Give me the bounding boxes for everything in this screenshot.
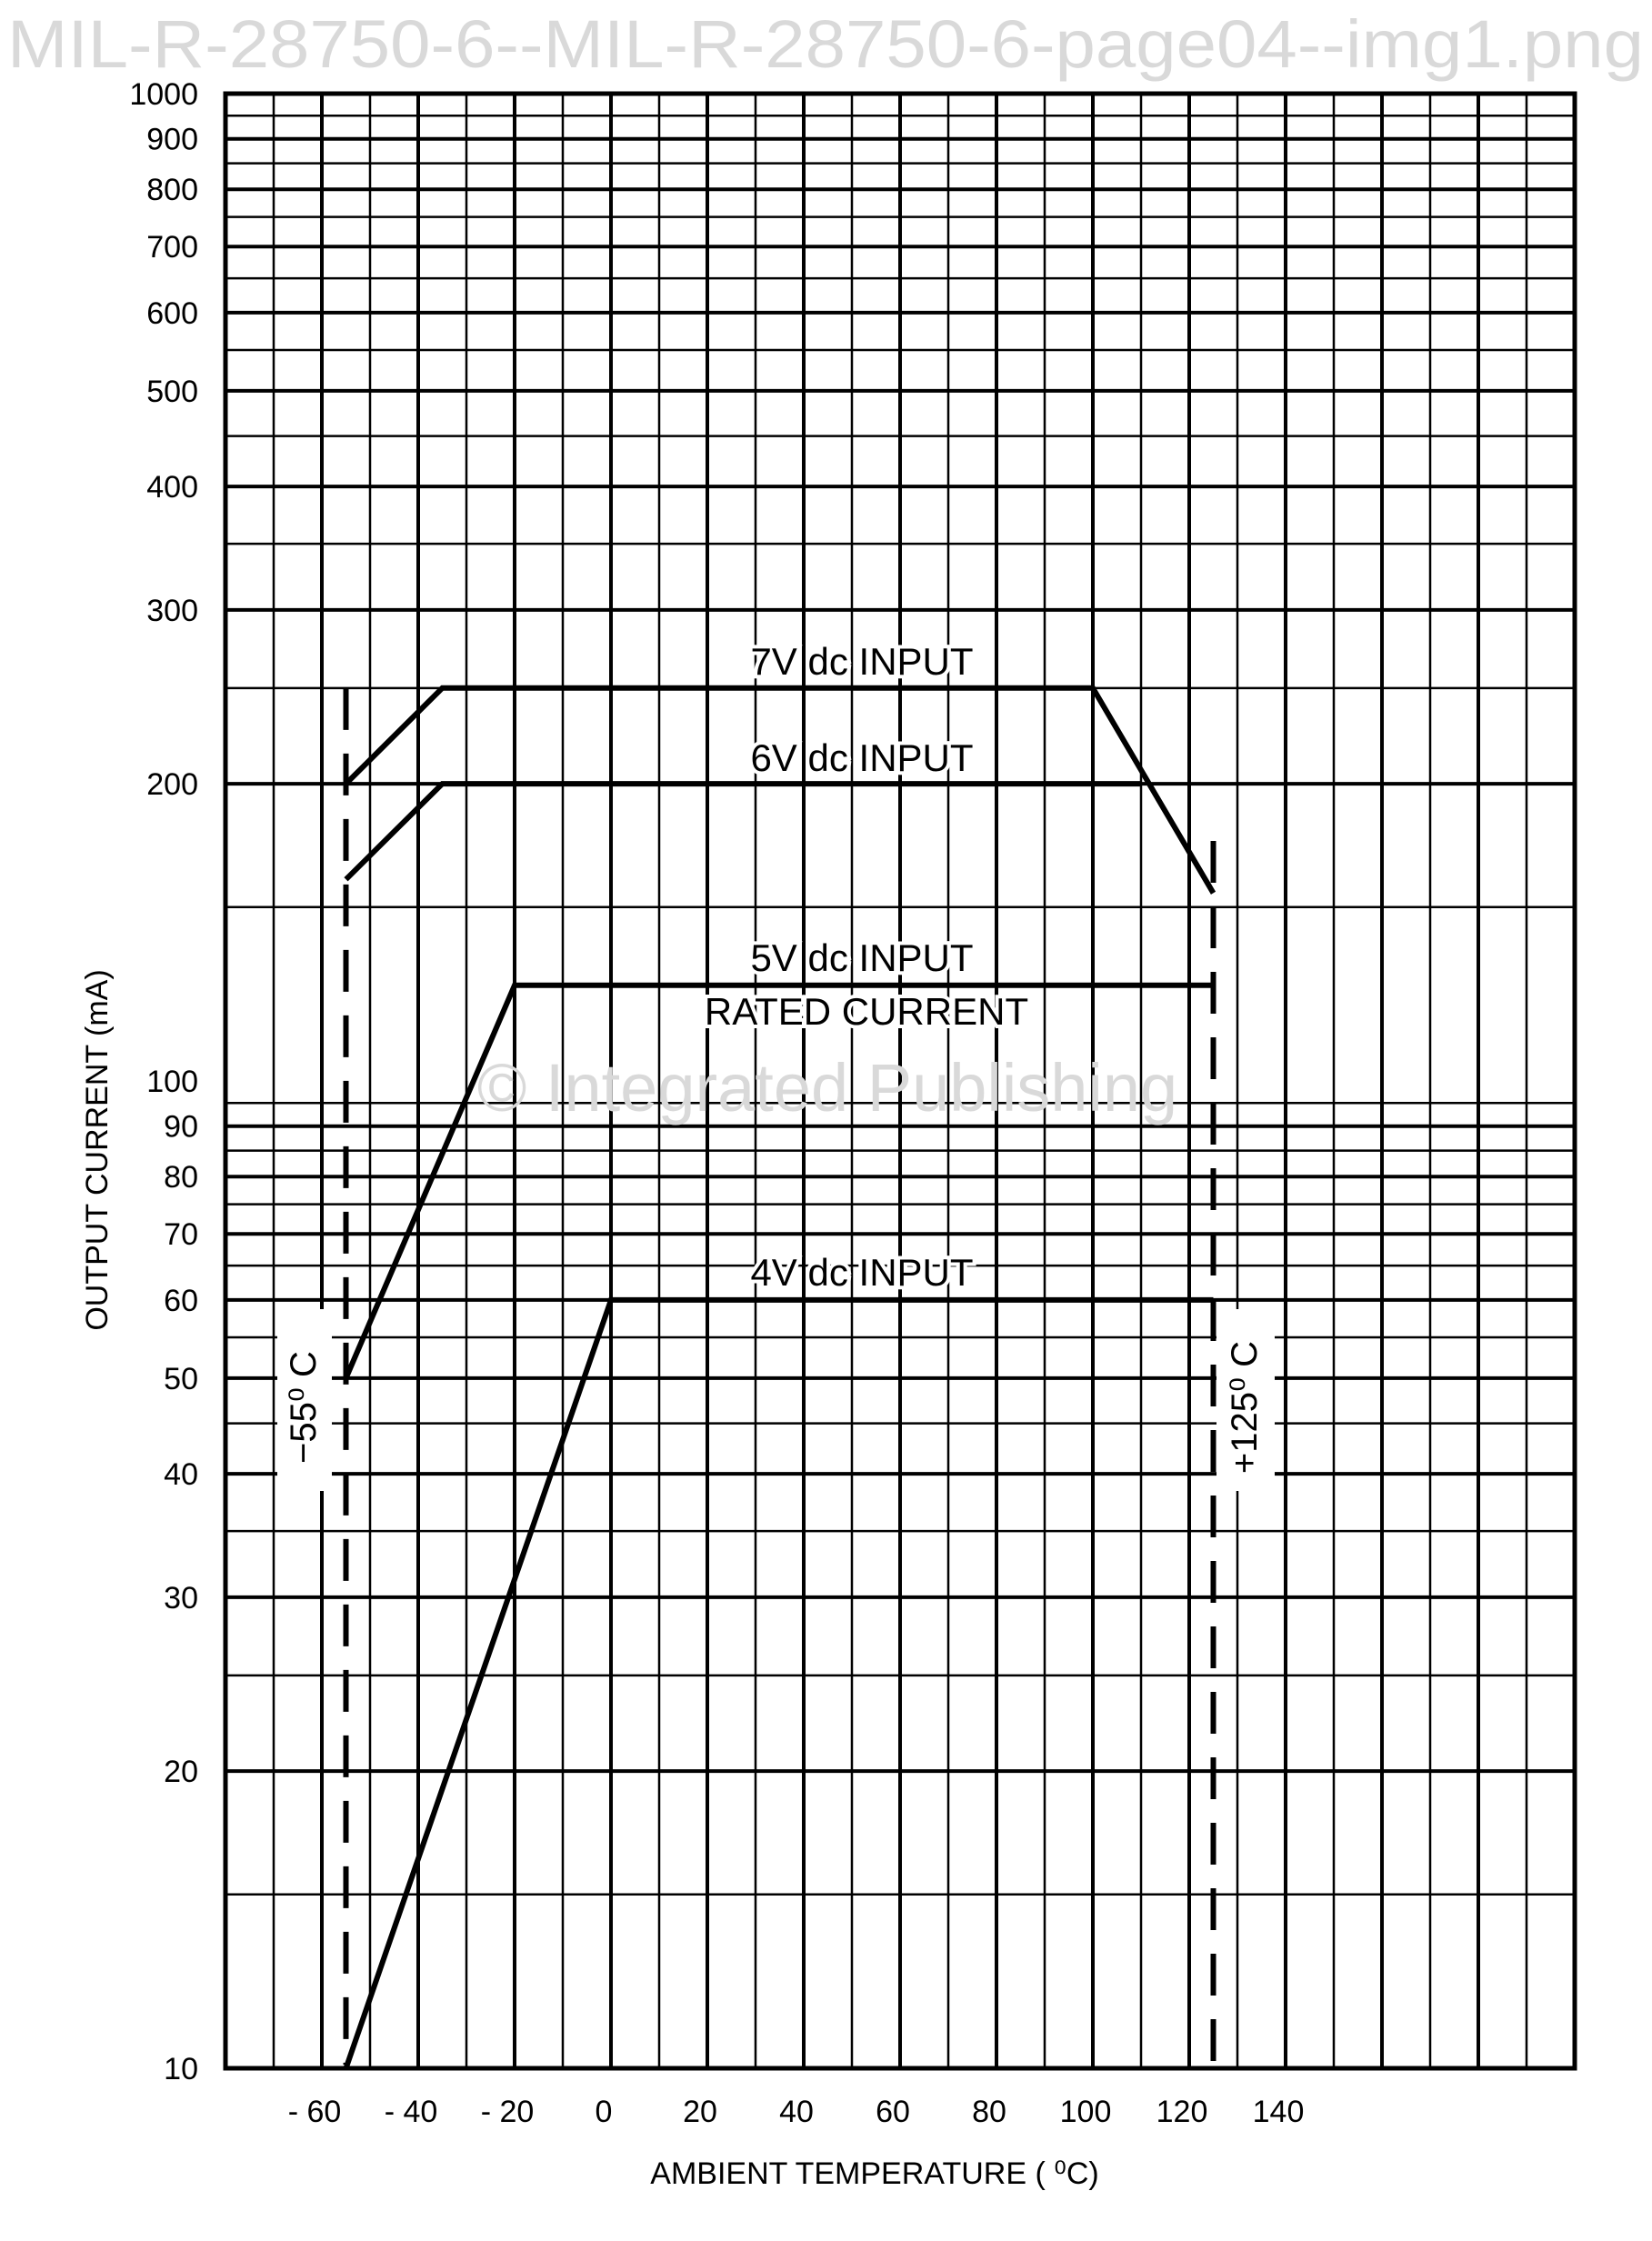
labels: 7V dc INPUT 6V dc INPUT 5V dc INPUT 4V dc I… bbox=[701, 636, 1032, 1297]
x-tick-label: 60 bbox=[876, 2095, 910, 2129]
series-line-4v bbox=[343, 1296, 1214, 2069]
limit-label: −55⁰ C bbox=[284, 1351, 324, 1464]
y-tick-label: 500 bbox=[146, 375, 198, 409]
y-tick-label: 800 bbox=[146, 173, 198, 207]
x-tick-label: 20 bbox=[683, 2095, 717, 2129]
temperature-limits: −55⁰ C +125⁰ C bbox=[277, 687, 1275, 2065]
limit-label: +125⁰ C bbox=[1225, 1341, 1265, 1474]
watermarks: © Integrated Publishing MIL-R-28750-6--M… bbox=[7, 6, 1644, 1126]
y-tick-label: 400 bbox=[146, 470, 198, 505]
series-label: 6V dc INPUT bbox=[750, 736, 973, 779]
y-tick-label: 20 bbox=[164, 1755, 198, 1789]
y-tick-label: 900 bbox=[146, 123, 198, 157]
y-tick-label: 600 bbox=[146, 296, 198, 331]
watermark-publisher: © Integrated Publishing bbox=[477, 1050, 1177, 1126]
grid bbox=[223, 91, 1577, 2071]
x-tick-label: 80 bbox=[972, 2095, 1006, 2129]
y-axis-title: OUTPUT CURRENT (mA) bbox=[80, 969, 115, 1330]
plot-border bbox=[223, 91, 1577, 2071]
y-tick-label: 70 bbox=[164, 1217, 198, 1252]
y-tick-label: 700 bbox=[146, 230, 198, 265]
y-tick-label: 50 bbox=[164, 1362, 198, 1396]
series-line-7v bbox=[344, 685, 1216, 895]
y-tick-label: 1000 bbox=[129, 77, 198, 112]
series-label: 7V dc INPUT bbox=[750, 640, 973, 683]
tick-labels: 1020304050607080901002003004005006007008… bbox=[129, 77, 1304, 2129]
x-tick-label: 100 bbox=[1060, 2095, 1112, 2129]
rated-current-label: RATED CURRENT bbox=[705, 990, 1028, 1033]
watermark-filename: MIL-R-28750-6--MIL-R-28750-6-page04--img… bbox=[7, 6, 1644, 82]
x-tick-label: - 60 bbox=[288, 2095, 342, 2129]
x-tick-label: - 40 bbox=[385, 2095, 438, 2129]
x-tick-label: 0 bbox=[596, 2095, 613, 2129]
x-tick-label: 40 bbox=[779, 2095, 814, 2129]
y-tick-label: 60 bbox=[164, 1284, 198, 1318]
y-tick-label: 30 bbox=[164, 1581, 198, 1616]
x-tick-label: 140 bbox=[1253, 2095, 1305, 2129]
x-tick-label: - 20 bbox=[481, 2095, 535, 2129]
y-tick-label: 40 bbox=[164, 1457, 198, 1492]
y-tick-label: 300 bbox=[146, 594, 198, 628]
x-tick-label: 120 bbox=[1156, 2095, 1208, 2129]
limit-label-background bbox=[277, 1309, 332, 1491]
y-tick-label: 100 bbox=[146, 1065, 198, 1099]
y-tick-label: 80 bbox=[164, 1160, 198, 1195]
y-tick-label: 90 bbox=[164, 1110, 198, 1145]
x-axis-title: AMBIENT TEMPERATURE ( ⁰C) bbox=[650, 2156, 1098, 2191]
series-label: 4V dc INPUT bbox=[750, 1251, 973, 1294]
y-tick-label: 200 bbox=[146, 767, 198, 802]
curves bbox=[343, 685, 1216, 2069]
y-tick-label: 10 bbox=[164, 2052, 198, 2086]
series-label: 5V dc INPUT bbox=[750, 936, 973, 979]
series-line-5v bbox=[343, 982, 1214, 1380]
series-line-6v bbox=[344, 781, 1141, 882]
limit-label-background bbox=[1216, 1309, 1275, 1491]
